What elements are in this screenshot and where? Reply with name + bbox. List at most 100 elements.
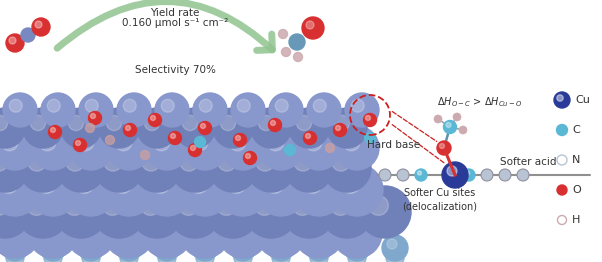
- Circle shape: [207, 186, 259, 238]
- Circle shape: [189, 217, 208, 236]
- Circle shape: [49, 125, 61, 139]
- Text: Yield rate: Yield rate: [150, 8, 200, 18]
- Text: $\Delta H_{O-C}$ > $\Delta H_{Cu-O}$: $\Delta H_{O-C}$ > $\Delta H_{Cu-O}$: [437, 95, 523, 109]
- Circle shape: [345, 93, 379, 127]
- Circle shape: [294, 52, 302, 62]
- Circle shape: [330, 196, 350, 215]
- Circle shape: [230, 235, 256, 261]
- Circle shape: [0, 217, 18, 236]
- Circle shape: [275, 99, 288, 112]
- Text: Softer Cu sites
(delocalization): Softer Cu sites (delocalization): [403, 188, 477, 211]
- Circle shape: [194, 137, 205, 148]
- Circle shape: [343, 134, 360, 151]
- Text: C: C: [573, 125, 580, 135]
- Circle shape: [352, 99, 364, 112]
- Circle shape: [9, 37, 16, 44]
- Circle shape: [40, 235, 66, 261]
- Circle shape: [349, 239, 359, 249]
- Circle shape: [113, 174, 132, 193]
- Circle shape: [169, 132, 181, 145]
- Circle shape: [2, 235, 28, 261]
- Text: Hard base: Hard base: [367, 140, 420, 150]
- Circle shape: [93, 186, 145, 238]
- Circle shape: [321, 186, 373, 238]
- Circle shape: [234, 134, 246, 146]
- Circle shape: [283, 186, 335, 238]
- Circle shape: [282, 47, 291, 57]
- Circle shape: [161, 99, 174, 112]
- Circle shape: [45, 239, 55, 249]
- Circle shape: [213, 108, 253, 148]
- Circle shape: [382, 235, 408, 261]
- Circle shape: [269, 93, 303, 127]
- Circle shape: [442, 162, 468, 188]
- Circle shape: [131, 186, 183, 238]
- Circle shape: [326, 144, 335, 152]
- Circle shape: [41, 93, 75, 127]
- Circle shape: [517, 169, 529, 181]
- Circle shape: [117, 93, 151, 127]
- Circle shape: [0, 208, 40, 258]
- Circle shape: [107, 115, 122, 130]
- Circle shape: [481, 169, 493, 181]
- Circle shape: [0, 126, 37, 170]
- Circle shape: [116, 235, 142, 261]
- Circle shape: [0, 115, 8, 130]
- Circle shape: [75, 140, 81, 145]
- Circle shape: [113, 217, 132, 236]
- Circle shape: [270, 121, 276, 125]
- Text: O: O: [572, 185, 581, 195]
- Circle shape: [192, 235, 218, 261]
- Circle shape: [37, 217, 56, 236]
- Circle shape: [255, 196, 275, 215]
- Text: Softer acid: Softer acid: [500, 157, 556, 167]
- Circle shape: [209, 144, 257, 192]
- Circle shape: [237, 99, 250, 112]
- Circle shape: [256, 153, 274, 171]
- Circle shape: [103, 164, 155, 216]
- Circle shape: [293, 164, 345, 216]
- Circle shape: [297, 126, 341, 170]
- Circle shape: [57, 144, 105, 192]
- Circle shape: [499, 169, 511, 181]
- Circle shape: [296, 115, 312, 130]
- Circle shape: [188, 144, 202, 156]
- Circle shape: [171, 144, 219, 192]
- Circle shape: [368, 196, 388, 215]
- Circle shape: [120, 249, 138, 262]
- Circle shape: [141, 196, 160, 215]
- Circle shape: [313, 99, 326, 112]
- Circle shape: [335, 126, 379, 170]
- Circle shape: [217, 164, 269, 216]
- Circle shape: [268, 235, 294, 261]
- Circle shape: [0, 108, 25, 148]
- Circle shape: [102, 196, 122, 215]
- Circle shape: [218, 208, 268, 258]
- Circle shape: [335, 125, 341, 130]
- Text: 0.160 μmol s⁻¹ cm⁻²: 0.160 μmol s⁻¹ cm⁻²: [122, 18, 228, 28]
- Circle shape: [85, 99, 98, 112]
- Circle shape: [183, 126, 227, 170]
- Circle shape: [104, 153, 122, 171]
- Circle shape: [235, 239, 245, 249]
- Circle shape: [365, 116, 370, 121]
- Circle shape: [364, 133, 376, 144]
- Circle shape: [341, 217, 360, 236]
- Circle shape: [154, 235, 180, 261]
- Circle shape: [0, 144, 29, 192]
- Circle shape: [306, 21, 314, 29]
- Circle shape: [217, 196, 237, 215]
- Circle shape: [180, 208, 230, 258]
- Circle shape: [557, 185, 567, 195]
- Circle shape: [144, 115, 160, 130]
- Circle shape: [142, 208, 192, 258]
- Circle shape: [294, 153, 312, 171]
- Circle shape: [334, 123, 347, 137]
- Circle shape: [285, 145, 296, 156]
- Circle shape: [259, 126, 303, 170]
- Circle shape: [226, 174, 246, 193]
- Circle shape: [243, 151, 256, 165]
- Circle shape: [155, 93, 189, 127]
- Circle shape: [453, 113, 461, 121]
- Circle shape: [272, 249, 290, 262]
